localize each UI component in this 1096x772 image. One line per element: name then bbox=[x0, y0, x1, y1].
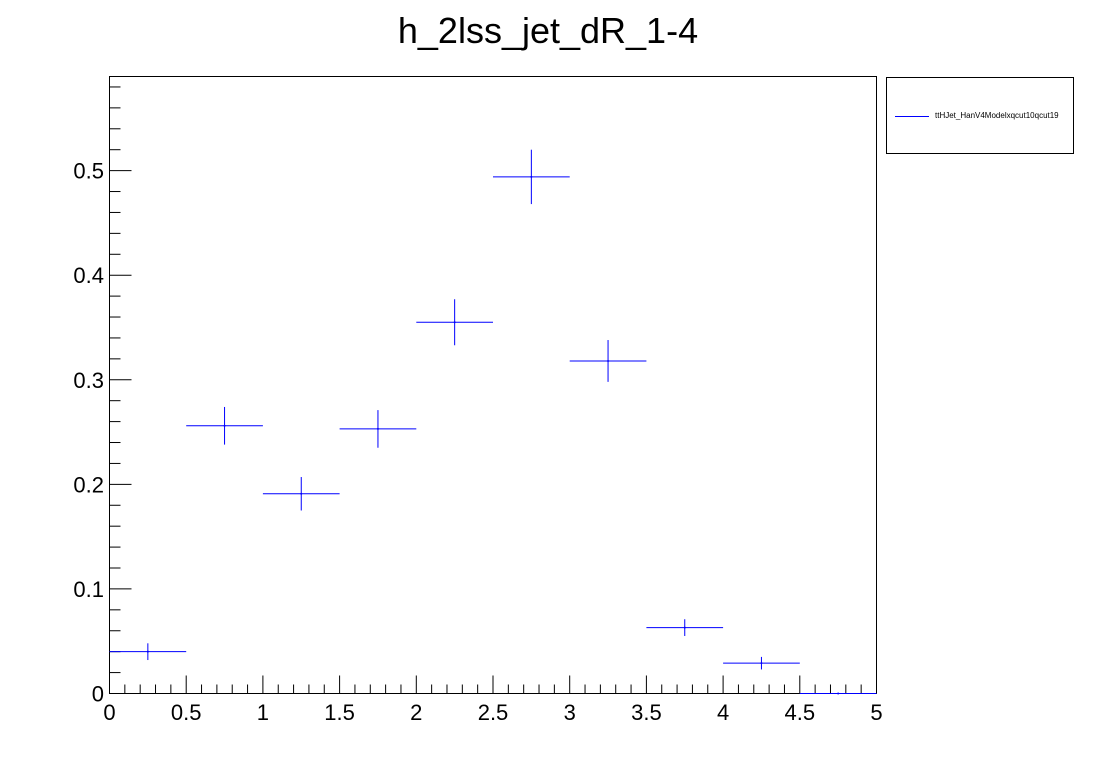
histogram-bin-point bbox=[723, 656, 800, 670]
x-tick-label: 2.5 bbox=[478, 700, 509, 725]
histogram-bin-point bbox=[109, 643, 187, 661]
y-tick-label: 0.1 bbox=[73, 577, 104, 602]
x-tick-label: 0 bbox=[103, 700, 115, 725]
data-marks bbox=[109, 149, 877, 695]
legend-line-swatch bbox=[895, 116, 929, 117]
data-point bbox=[223, 424, 226, 427]
y-axis-ticks bbox=[109, 86, 132, 694]
histogram-bin-point bbox=[262, 477, 340, 511]
histogram-bin-point bbox=[339, 410, 417, 448]
histogram-bin-point bbox=[493, 149, 570, 205]
y-tick-label: 0.3 bbox=[73, 368, 104, 393]
data-point bbox=[453, 321, 456, 324]
x-tick-label: 4 bbox=[717, 700, 729, 725]
data-point bbox=[683, 626, 686, 629]
x-axis-ticks bbox=[109, 675, 877, 694]
histogram-bin-point bbox=[799, 692, 877, 695]
chart-title: h_2lss_jet_dR_1-4 bbox=[397, 10, 699, 51]
x-tick-label: 5 bbox=[870, 700, 882, 725]
x-tick-label: 4.5 bbox=[785, 700, 816, 725]
y-axis-tick-labels: 0 0.1 0.2 0.3 0.4 0.5 bbox=[73, 159, 104, 707]
x-tick-label: 3.5 bbox=[631, 700, 662, 725]
data-point bbox=[146, 650, 149, 653]
data-point bbox=[760, 662, 763, 665]
histogram-bin-point bbox=[416, 299, 493, 346]
y-tick-label: 0 bbox=[92, 682, 104, 707]
data-point bbox=[837, 692, 840, 695]
x-tick-label: 3 bbox=[564, 700, 576, 725]
legend-series-label: ttHJet_HanV4Modelxqcut10qcut19 bbox=[935, 111, 1059, 120]
data-point bbox=[376, 427, 379, 430]
x-tick-label: 0.5 bbox=[171, 700, 202, 725]
x-tick-label: 2 bbox=[410, 700, 422, 725]
legend: ttHJet_HanV4Modelxqcut10qcut19 bbox=[886, 77, 1074, 154]
x-tick-label: 1.5 bbox=[324, 700, 355, 725]
data-point bbox=[607, 359, 610, 362]
histogram-bin-point bbox=[646, 619, 724, 636]
y-tick-label: 0.4 bbox=[73, 263, 104, 288]
y-tick-label: 0.2 bbox=[73, 472, 104, 497]
histogram-bin-point bbox=[569, 340, 647, 382]
plot-frame bbox=[109, 76, 877, 694]
y-tick-label: 0.5 bbox=[73, 159, 104, 184]
x-tick-label: 1 bbox=[257, 700, 269, 725]
x-axis-tick-labels: 0 0.5 1 1.5 2 2.5 3 3.5 4 4.5 5 bbox=[103, 700, 882, 725]
data-point bbox=[300, 492, 303, 495]
histogram-bin-point bbox=[186, 406, 263, 445]
data-point bbox=[530, 175, 533, 178]
